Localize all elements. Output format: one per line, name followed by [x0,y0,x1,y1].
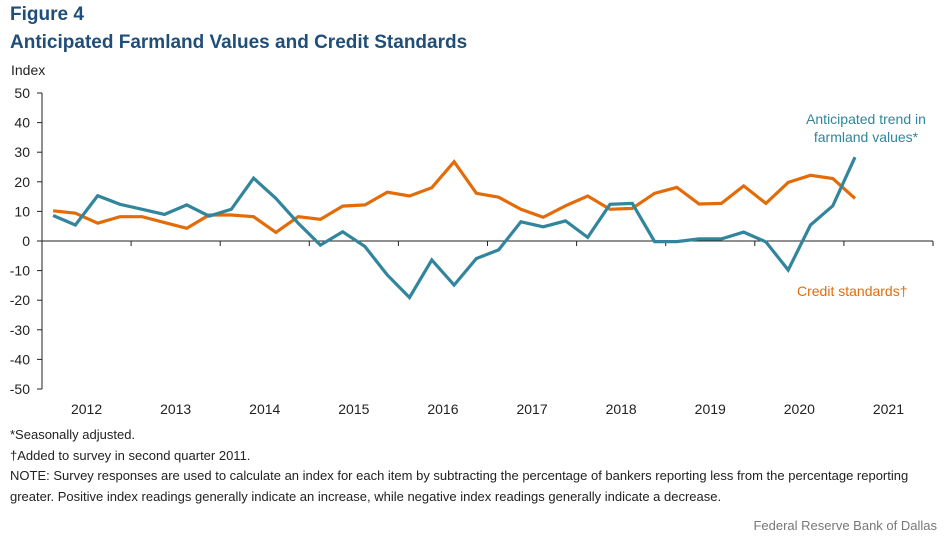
y-tick-label: 20 [14,174,30,190]
farmland-label-line-2: farmland values* [813,129,919,145]
y-axis: 50 40 30 20 10 0 -10 -20 -30 -40 -50 [10,85,43,397]
series-lines [52,156,857,301]
footnotes: *Seasonally adjusted. †Added to survey i… [10,425,940,507]
y-tick-label: 0 [22,233,30,249]
x-tick-label: 2012 [71,401,102,417]
x-tick-label: 2021 [873,401,904,417]
y-tick-label: 40 [14,115,30,131]
x-tick-label: 2015 [338,401,369,417]
x-tick-label: 2019 [695,401,726,417]
y-tick-label: -50 [10,381,30,397]
x-tick-label: 2020 [784,401,815,417]
farmland-values-label: Anticipated trend in farmland values* [776,110,949,146]
y-axis-unit-label: Index [11,62,46,78]
y-tick-label: -30 [10,322,30,338]
credit-standards-label: Credit standards† [797,283,908,299]
x-tick-label: 2013 [160,401,191,417]
chart-title: Anticipated Farmland Values and Credit S… [10,32,468,53]
y-tick-label: -10 [10,263,30,279]
x-tick-label: 2017 [516,401,547,417]
x-tick-label: 2018 [606,401,637,417]
x-tick-label: 2016 [427,401,458,417]
y-tick-label: -40 [10,351,30,367]
y-tick-label: 50 [14,85,30,101]
y-tick-label: -20 [10,292,30,308]
figure-label: Figure 4 [10,4,84,25]
credit-standards-line [52,159,857,235]
footnote-note: NOTE: Survey responses are used to calcu… [10,468,909,504]
x-tick-label: 2014 [249,401,280,417]
footnote-added: †Added to survey in second quarter 2011. [10,447,251,463]
y-tick-label: 30 [14,144,30,160]
footnote-seasonal: *Seasonally adjusted. [10,427,136,442]
y-tick-label: 10 [14,203,30,219]
x-axis: 2012 2013 2014 2015 2016 2017 2018 2019 2020 2021 [42,240,934,417]
farmland-label-line-1: Anticipated trend in [806,111,926,127]
farmland-values-line [52,156,857,301]
source-credit: Federal Reserve Bank of Dallas [753,518,937,533]
